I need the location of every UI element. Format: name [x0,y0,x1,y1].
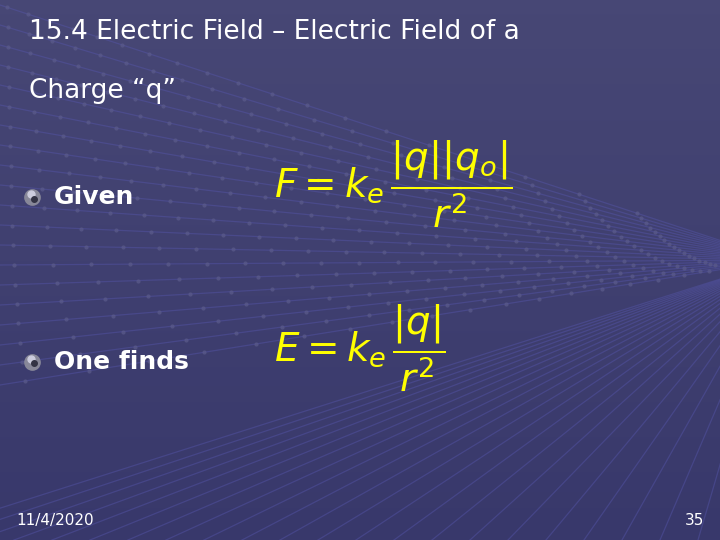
Text: $F = k_e \,\dfrac{|q||q_o|}{r^2}$: $F = k_e \,\dfrac{|q||q_o|}{r^2}$ [274,138,512,230]
Text: One finds: One finds [54,350,189,374]
Text: 35: 35 [685,513,704,528]
Text: $E = k_e \,\dfrac{|q|}{r^2}$: $E = k_e \,\dfrac{|q|}{r^2}$ [274,302,446,394]
Text: Given: Given [54,185,135,209]
Text: 11/4/2020: 11/4/2020 [16,513,94,528]
Text: Charge “q”: Charge “q” [29,78,176,104]
Text: 15.4 Electric Field – Electric Field of a: 15.4 Electric Field – Electric Field of … [29,19,520,45]
